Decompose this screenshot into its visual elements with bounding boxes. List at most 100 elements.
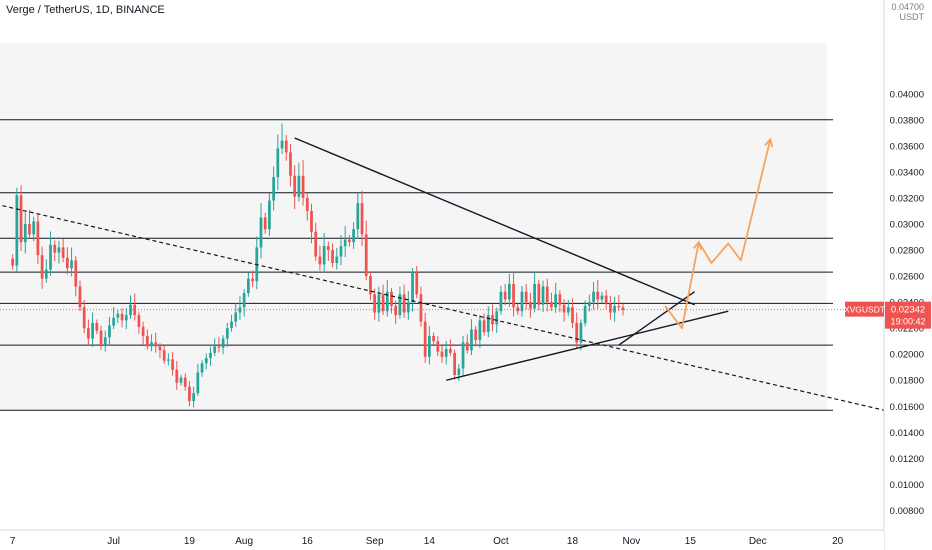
- candle-body: [617, 306, 621, 308]
- currency-unit: 0.04700 USDT: [891, 2, 924, 22]
- currency-unit-label: USDT: [899, 12, 925, 22]
- candle-body: [183, 377, 187, 387]
- candle-body: [15, 195, 19, 266]
- candle-body: [221, 338, 225, 348]
- candle-body: [192, 393, 196, 402]
- candle-body: [495, 311, 499, 325]
- candle-body: [11, 258, 14, 266]
- candle-body: [213, 346, 217, 353]
- candle-body: [465, 342, 469, 351]
- candle-body: [339, 246, 343, 257]
- y-tick-label: 0.03600: [890, 141, 924, 152]
- x-axis-panel: [0, 530, 884, 550]
- candle-body: [124, 315, 128, 321]
- candle-body: [158, 346, 162, 351]
- candle-body: [57, 247, 61, 253]
- candle-body: [562, 304, 566, 313]
- candle-body: [305, 197, 309, 211]
- y-tick-label: 0.01600: [890, 402, 924, 413]
- candle-body: [398, 294, 402, 316]
- candle-body: [406, 302, 410, 313]
- candle-body: [103, 337, 107, 346]
- candle-body: [512, 283, 515, 308]
- candle-body: [579, 322, 583, 343]
- trendline: [294, 137, 695, 306]
- candle-body: [566, 307, 570, 313]
- x-tick-label: Oct: [493, 536, 509, 547]
- x-tick-label: 7: [10, 536, 16, 547]
- y-tick-label: 0.02600: [890, 272, 924, 283]
- y-tick-label: 0.01800: [890, 376, 924, 387]
- candle-body: [74, 260, 78, 287]
- candle-body: [604, 295, 608, 304]
- candle-body: [545, 286, 549, 303]
- candle-body: [360, 203, 364, 235]
- y-tick-label: 0.03800: [890, 115, 924, 126]
- chart-title: Verge / TetherUS, 1D, BINANCE: [6, 4, 165, 16]
- candle-body: [133, 304, 137, 316]
- candle-body: [70, 260, 73, 269]
- candle-body: [600, 295, 604, 300]
- candle-body: [225, 328, 229, 339]
- candle-body: [137, 315, 141, 327]
- candle-body: [499, 291, 503, 312]
- currency-top-value: 0.04700: [891, 2, 924, 12]
- price-tag-symbol-box: [845, 301, 884, 317]
- candle-body: [23, 223, 27, 243]
- dashed-trendline: [0, 204, 885, 411]
- candle-body: [204, 358, 208, 364]
- y-tick-label: 0.01400: [890, 428, 924, 439]
- x-tick-label: 19: [184, 536, 196, 547]
- candle-body: [503, 291, 507, 300]
- y-tick-label: 0.02800: [890, 246, 924, 257]
- candle-body: [436, 341, 440, 352]
- candle-body: [91, 322, 94, 339]
- candle-body: [529, 302, 532, 309]
- candle-body: [415, 272, 419, 295]
- candle-body: [99, 330, 103, 346]
- x-tick-label: 16: [302, 536, 314, 547]
- candle-body: [251, 278, 254, 282]
- candle-body: [474, 329, 478, 340]
- y-tick-label: 0.03000: [890, 219, 924, 230]
- candle-body: [44, 269, 48, 279]
- candle-body: [154, 342, 158, 347]
- candle-body: [196, 372, 200, 394]
- candle-body: [49, 244, 52, 270]
- candle-body: [246, 278, 250, 293]
- x-tick-label: Aug: [235, 536, 253, 547]
- candle-body: [284, 140, 288, 153]
- candle-body: [411, 272, 414, 303]
- candle-body: [592, 291, 595, 303]
- candle-body: [541, 286, 545, 305]
- y-tick-label: 0.03200: [890, 193, 924, 204]
- candle-body: [188, 386, 191, 402]
- candle-body: [524, 291, 528, 303]
- candle-body: [453, 352, 456, 376]
- candle-body: [272, 177, 275, 201]
- candle-body: [95, 322, 99, 331]
- projection-arrowhead: [692, 240, 703, 251]
- candle-body: [78, 286, 82, 308]
- candle-body: [348, 239, 351, 243]
- y-tick-label: 0.01000: [890, 480, 924, 491]
- x-tick-label: Dec: [749, 536, 767, 547]
- candle-body: [28, 223, 31, 235]
- y-axis-panel: [884, 0, 932, 550]
- candle-body: [507, 283, 511, 300]
- candle-body: [478, 320, 482, 340]
- trendline: [618, 291, 695, 346]
- candle-body: [175, 369, 179, 383]
- candle-body: [428, 335, 431, 357]
- candle-body: [310, 210, 313, 232]
- candle-body: [301, 175, 305, 198]
- candle-body: [470, 329, 473, 351]
- x-tick-label: Nov: [623, 536, 641, 547]
- candle-body: [280, 140, 284, 149]
- candle-body: [150, 342, 153, 347]
- candle-body: [613, 306, 616, 313]
- candle-body: [314, 231, 318, 257]
- candle-body: [259, 217, 263, 248]
- candle-body: [596, 291, 600, 300]
